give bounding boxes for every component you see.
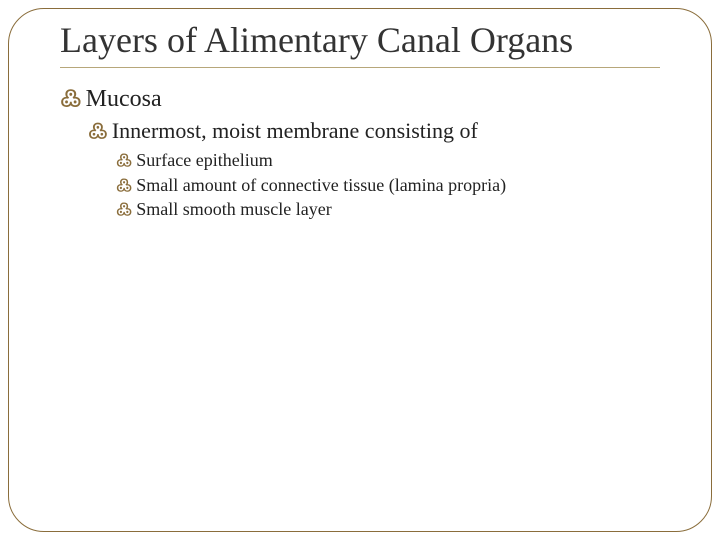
bullet-level1: ߷Mucosa <box>60 82 660 113</box>
bullet-text: Small smooth muscle layer <box>136 199 331 219</box>
bullet-text: Surface epithelium <box>136 150 272 170</box>
title-underline <box>60 67 660 68</box>
swirl-bullet-icon: ߷ <box>88 117 108 145</box>
bullet-level3: ߷Small amount of connective tissue (lami… <box>116 174 660 197</box>
bullet-level3: ߷Small smooth muscle layer <box>116 198 660 221</box>
bullet-text: Innermost, moist membrane consisting of <box>112 118 478 143</box>
swirl-bullet-icon: ߷ <box>60 82 82 113</box>
swirl-bullet-icon: ߷ <box>116 175 132 196</box>
swirl-bullet-icon: ߷ <box>116 150 132 171</box>
slide-title: Layers of Alimentary Canal Organs <box>60 20 660 61</box>
swirl-bullet-icon: ߷ <box>116 199 132 220</box>
bullet-text: Mucosa <box>86 86 162 112</box>
slide-content: Layers of Alimentary Canal Organs ߷Mucos… <box>60 20 660 223</box>
bullet-level3: ߷Surface epithelium <box>116 149 660 172</box>
bullet-text: Small amount of connective tissue (lamin… <box>136 175 506 195</box>
bullet-level2: ߷Innermost, moist membrane consisting of <box>88 117 660 145</box>
